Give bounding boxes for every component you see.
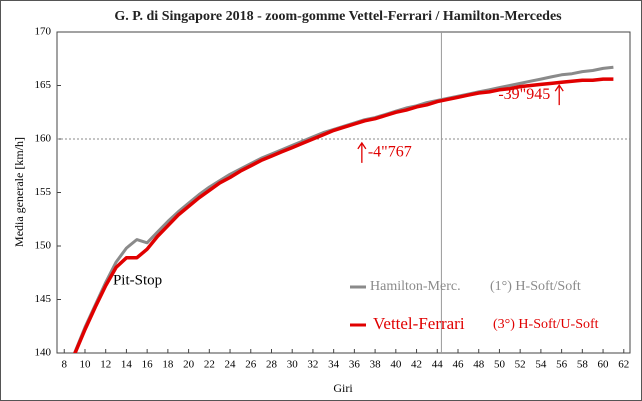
x-axis-label: Giri [333,381,353,395]
arrow [554,83,564,106]
plot-lines [73,65,614,353]
y-tick-label: 170 [35,26,52,38]
x-tick-label: 58 [577,359,589,371]
chart-title: G. P. di Singapore 2018 - zoom-gomme Vet… [114,9,562,24]
x-tick-label: 46 [452,359,464,371]
plot-area [56,31,631,354]
legend-label: Vettel-Ferrari [373,314,465,333]
x-tick-label: 38 [370,359,382,371]
y-axis-label: Media generale [km/h] [12,137,26,247]
x-tick-label: 12 [100,359,111,371]
y-tick-label: 145 [35,293,52,305]
y-tick-label: 160 [35,133,52,145]
x-tick-label: 36 [349,359,361,371]
x-tick-label: 28 [266,359,278,371]
x-tick-label: 48 [473,359,485,371]
x-tick-label: 40 [390,359,402,371]
legend-label: Hamilton-Merc. [370,279,461,294]
x-tick-label: 34 [328,359,340,371]
x-tick-label: 44 [432,359,444,371]
x-tick-label: 14 [121,359,133,371]
annotation: -39"945 [498,86,550,103]
annotation: Pit-Stop [113,273,162,289]
annotation: -4"767 [368,144,412,161]
x-tick-label: 22 [204,359,215,371]
x-tick-label: 62 [618,359,629,371]
x-tick-label: 54 [535,359,547,371]
x-tick-label: 16 [142,359,154,371]
y-tick-label: 155 [35,186,52,198]
x-tick-label: 56 [556,359,568,371]
x-tick-label: 24 [225,359,237,371]
legend-detail: (3°) H-Soft/U-Soft [493,317,599,332]
x-tick-label: 8 [62,359,68,371]
y-tick-label: 140 [35,347,52,359]
x-tick-label: 32 [307,359,318,371]
legend-detail: (1°) H-Soft/Soft [490,279,581,294]
x-tick-label: 30 [287,359,299,371]
x-tick-label: 42 [411,359,422,371]
x-tick-label: 20 [183,359,195,371]
x-tick-label: 10 [79,359,91,371]
y-tick-label: 150 [35,240,52,252]
x-tick-label: 50 [494,359,506,371]
x-tick-label: 18 [162,359,174,371]
x-tick-label: 52 [515,359,526,371]
x-tick-label: 26 [245,359,257,371]
arrow [357,141,367,163]
y-tick-label: 165 [35,79,52,91]
series-line [73,77,614,353]
x-tick-label: 60 [598,359,610,371]
